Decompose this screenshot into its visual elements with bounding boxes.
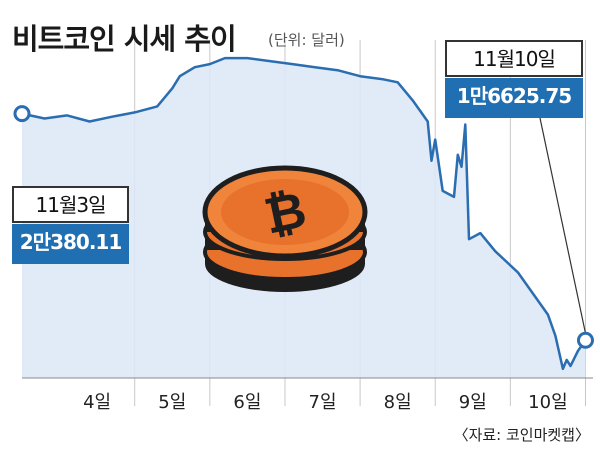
source-label: 〈자료: 코인마켓캡〉 bbox=[453, 426, 590, 444]
x-tick-label: 5일 bbox=[158, 392, 186, 413]
x-tick-label: 6일 bbox=[233, 392, 261, 413]
start-date-label: 11월3일 bbox=[12, 186, 129, 223]
start-point-marker bbox=[13, 105, 31, 123]
x-tick-label: 9일 bbox=[459, 392, 487, 413]
chart-unit: (단위: 달러) bbox=[268, 31, 345, 49]
x-tick-label: 4일 bbox=[83, 392, 111, 413]
end-date-label: 11월10일 bbox=[445, 40, 583, 77]
x-tick-label: 8일 bbox=[384, 392, 412, 413]
chart-title: 비트코인 시세 추이 bbox=[12, 22, 237, 56]
x-tick-label: 7일 bbox=[309, 392, 337, 413]
bitcoin-coin-stack-icon: ₿ bbox=[202, 165, 368, 292]
x-tick-label: 10일 bbox=[528, 392, 567, 413]
x-axis: 4일 5일 6일 7일 8일 9일 10일 bbox=[22, 377, 593, 413]
start-value-label: 2만380.11 bbox=[12, 224, 129, 264]
end-callout-leader bbox=[539, 117, 587, 334]
end-point-marker bbox=[576, 331, 594, 349]
end-value-label: 1만6625.75 bbox=[445, 78, 583, 118]
price-line bbox=[21, 56, 587, 371]
